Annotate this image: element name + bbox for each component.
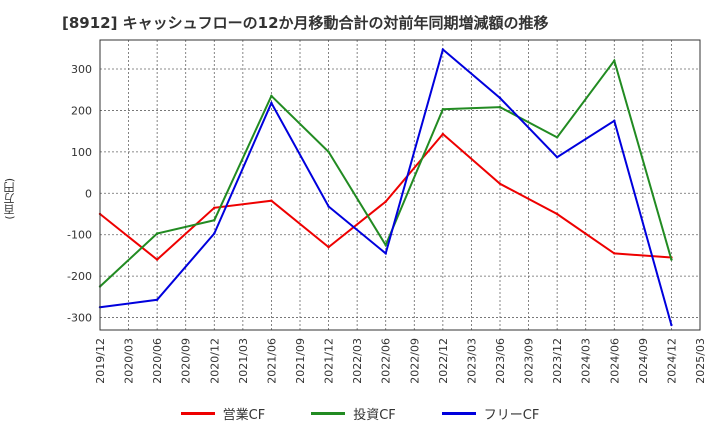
data-point [555,136,559,139]
legend-label: フリーCF [483,408,540,423]
data-point [613,59,616,62]
legend-item: 投資CF [311,404,396,423]
x-tick-label: 2024/12 [665,338,678,384]
x-tick-label: 2021/06 [265,338,278,384]
y-tick-label: 0 [85,187,92,200]
legend-swatch [180,412,215,415]
x-tick-label: 2020/09 [180,338,193,384]
x-tick-label: 2021/12 [323,338,336,384]
data-point [327,205,330,208]
x-tick-label: 2020/12 [208,338,221,384]
data-point [384,200,387,203]
x-tick-label: 2019/12 [94,338,107,384]
legend-swatch [441,412,476,415]
series-line-2 [99,47,673,326]
data-point [441,48,445,51]
y-tick-label: 200 [71,104,92,117]
y-tick-labels: 300 200 100 0 -100 -200 -300 [67,63,92,325]
data-point [555,212,559,216]
x-tick-label: 2023/03 [465,338,478,384]
data-point [327,245,330,249]
x-tick-label: 2020/06 [151,338,164,384]
legend-label: 投資CF [353,408,396,423]
data-point [327,150,330,154]
x-tick-label: 2023/12 [551,338,564,384]
x-tick-label: 2022/12 [437,338,450,384]
y-tick-label: -300 [67,312,92,325]
legend: 営業CF 投資CF フリーCF [0,404,720,423]
series-lines [98,47,673,327]
grid-lines [99,40,701,330]
x-tick-label: 2020/03 [123,338,136,384]
x-tick-label: 2025/03 [694,338,707,384]
data-point [270,101,273,105]
y-tick-label: 100 [71,146,92,159]
data-point [384,243,387,247]
data-point [384,252,387,255]
y-tick-label: -100 [67,229,92,242]
data-point [155,298,159,301]
data-point [155,232,159,235]
data-point [613,119,616,122]
x-tick-label: 2023/06 [494,338,507,384]
data-point [670,258,673,261]
legend-item: 営業CF [180,404,266,423]
x-tick-label: 2024/03 [580,338,593,384]
data-point [155,258,159,261]
x-tick-label: 2024/09 [637,338,650,384]
x-tick-label: 2022/09 [408,338,421,384]
data-point [555,156,559,159]
data-point [213,232,216,235]
chart-title: [8912] キャッシュフローの12か月移動合計の対前年同期増減額の推移 [62,14,549,32]
x-tick-label: 2021/09 [294,338,307,384]
data-point [613,252,616,255]
x-tick-label: 2022/06 [380,338,393,384]
data-point [213,206,216,209]
data-point [270,94,273,98]
x-tick-labels: 2019/12 2020/03 2020/06 2020/09 2020/12 2021/… [94,338,707,384]
data-point [441,107,445,111]
x-tick-label: 2023/09 [523,338,536,384]
x-tick-label: 2024/06 [608,338,621,384]
legend-item: フリーCF [441,404,540,423]
data-point [498,105,502,109]
data-point [441,132,445,136]
data-point [498,182,502,185]
legend-label: 営業CF [222,408,266,423]
y-tick-label: 300 [71,63,92,76]
data-point [213,219,216,222]
plot-frame [99,39,701,331]
data-point [270,199,273,202]
data-point [498,96,502,100]
y-tick-label: -200 [67,270,92,283]
x-tick-label: 2022/03 [351,338,364,384]
legend-swatch [311,412,346,415]
data-point [670,323,673,327]
x-tick-label: 2021/03 [237,338,250,384]
